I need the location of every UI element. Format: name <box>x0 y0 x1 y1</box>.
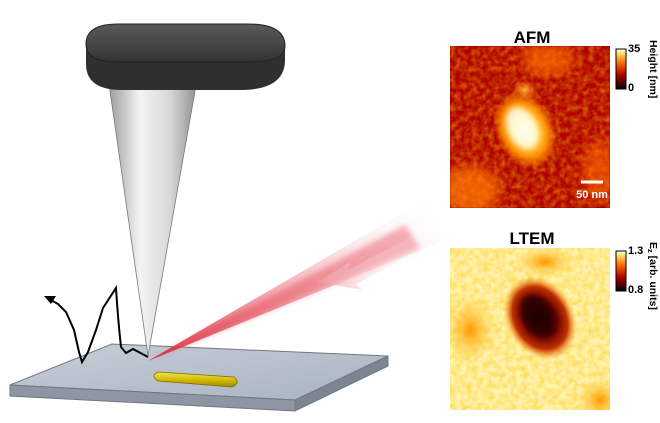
ltem-colorbar-min: 0.8 <box>628 284 643 296</box>
ltem-panel: LTEM 1.3 0.8 Ez [arb. units] <box>450 229 659 410</box>
gold-nanorod <box>153 371 238 388</box>
afm-panel: AFM 50 nm 35 0 Height [nm] <box>450 28 659 208</box>
ltem-colorbar-max: 1.3 <box>628 245 643 257</box>
afm-title: AFM <box>514 28 551 47</box>
ltem-title: LTEM <box>509 229 554 248</box>
ltem-colorbar: 1.3 0.8 Ez [arb. units] <box>615 242 659 310</box>
ltem-colorbar-label: Ez [arb. units] <box>646 242 659 310</box>
laser-beam <box>148 200 445 361</box>
ltem-colorbar-label-rest: [arb. units] <box>647 253 659 310</box>
afm-colorbar-max: 35 <box>628 43 640 55</box>
ltem-colorbar-label-sub: z <box>646 249 655 253</box>
substrate <box>9 343 389 412</box>
afm-colorbar-min: 0 <box>628 82 634 94</box>
ltem-colorbar-label-base: E <box>647 242 659 249</box>
afm-tip <box>108 75 198 357</box>
afm-colorbar-label: Height [nm] <box>647 40 659 98</box>
afm-image: 50 nm <box>450 46 610 208</box>
laser-direction-arrow <box>318 232 428 290</box>
ltem-image <box>450 248 610 410</box>
scattered-signal-arrow <box>44 284 149 365</box>
afm-colorbar: 35 0 Height [nm] <box>615 40 659 98</box>
scale-bar-label: 50 nm <box>576 189 608 201</box>
afm-cantilever <box>85 23 286 90</box>
